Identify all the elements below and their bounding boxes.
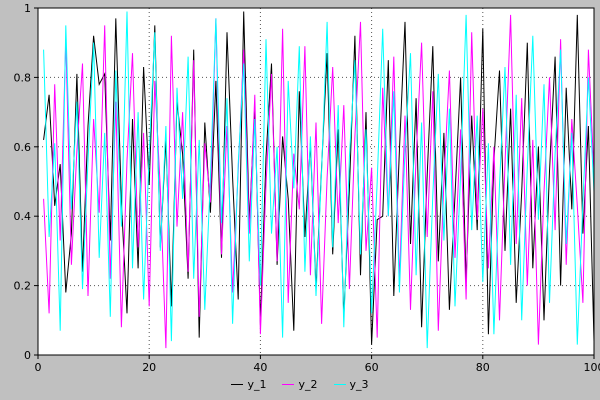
y-tick-label: 0.8 <box>14 71 32 84</box>
plot-canvas: 0 20 40 60 80 100 0 0.2 0.4 0.6 0.8 1 <box>14 2 600 374</box>
y-tick-label: 0.6 <box>14 141 32 154</box>
x-tick-label: 40 <box>253 361 267 374</box>
legend-item-y_2: y_2 <box>282 377 318 391</box>
x-tick-label: 80 <box>476 361 490 374</box>
legend-line-sample-y_2 <box>282 383 295 385</box>
legend-label-y_3: y_3 <box>349 377 369 391</box>
legend-label-y_2: y_2 <box>298 377 318 391</box>
plot-area <box>38 8 594 355</box>
x-tick-label: 100 <box>584 361 600 374</box>
x-tick-label: 20 <box>142 361 156 374</box>
legend: y_1 y_2 y_3 <box>0 374 600 394</box>
legend-line-sample-y_3 <box>333 383 346 385</box>
series-y_3-line <box>43 11 595 349</box>
legend-label-y_1: y_1 <box>247 377 267 391</box>
x-tick-label: 60 <box>365 361 379 374</box>
legend-item-y_1: y_1 <box>231 379 266 390</box>
legend-line-sample-y_1 <box>231 383 244 385</box>
x-tick-label: 0 <box>35 361 42 374</box>
legend-item-y_3: y_3 <box>333 377 369 391</box>
y-tick-label: 0.2 <box>14 280 32 293</box>
y-tick-label: 1 <box>24 2 31 15</box>
y-tick-label: 0 <box>24 349 31 362</box>
plot-border <box>37 7 595 356</box>
y-tick-label: 0.4 <box>14 210 32 223</box>
